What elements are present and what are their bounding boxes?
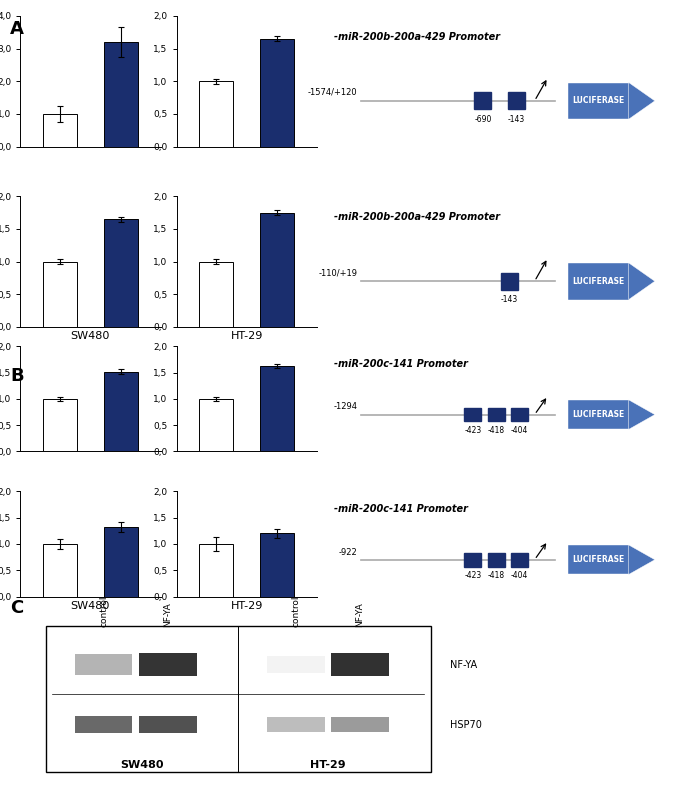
Polygon shape	[629, 400, 655, 430]
Text: control: control	[99, 596, 108, 627]
Bar	[488, 408, 504, 422]
Bar	[104, 219, 138, 327]
Text: -690: -690	[474, 114, 491, 124]
Text: LUCIFERASE: LUCIFERASE	[572, 96, 624, 106]
Text: C: C	[10, 599, 24, 618]
Bar	[261, 366, 294, 452]
Bar	[568, 263, 629, 299]
Text: NF-YA: NF-YA	[163, 603, 172, 627]
Bar	[104, 372, 138, 452]
Text: B: B	[10, 367, 24, 385]
Text: -418: -418	[487, 426, 505, 434]
Bar	[43, 399, 77, 452]
Bar	[104, 527, 138, 596]
Text: -110/+19: -110/+19	[319, 268, 358, 277]
Text: SW480: SW480	[120, 760, 164, 770]
Text: -143: -143	[508, 114, 525, 124]
Text: -miR-200b-200a-429 Promoter: -miR-200b-200a-429 Promoter	[334, 212, 500, 222]
Text: HT-29: HT-29	[310, 760, 346, 770]
Text: -miR-200b-200a-429 Promoter: -miR-200b-200a-429 Promoter	[334, 32, 500, 41]
Bar	[475, 92, 491, 110]
Text: -922: -922	[339, 548, 358, 557]
Bar	[501, 272, 518, 290]
Bar	[104, 42, 138, 147]
Bar	[331, 653, 389, 676]
Text: NF-YA: NF-YA	[356, 603, 365, 627]
Bar	[199, 81, 233, 147]
Bar	[43, 114, 77, 147]
Bar	[464, 408, 481, 422]
Text: -404: -404	[511, 426, 529, 434]
Bar	[464, 553, 481, 567]
Bar	[568, 400, 629, 430]
Polygon shape	[629, 545, 655, 574]
Text: control: control	[292, 596, 300, 627]
Text: LUCIFERASE: LUCIFERASE	[572, 410, 624, 419]
Text: HSP70: HSP70	[450, 719, 482, 730]
Text: LUCIFERASE: LUCIFERASE	[572, 555, 624, 565]
Bar	[267, 657, 325, 673]
Bar	[511, 408, 528, 422]
X-axis label: SW480: SW480	[71, 601, 110, 611]
Bar	[261, 39, 294, 147]
Bar	[261, 534, 294, 596]
Bar	[261, 213, 294, 327]
Bar	[199, 261, 233, 327]
Text: A: A	[10, 20, 24, 38]
Bar	[75, 715, 132, 734]
Text: -404: -404	[511, 571, 529, 580]
X-axis label: HT-29: HT-29	[230, 331, 263, 341]
Polygon shape	[629, 263, 655, 299]
Bar	[568, 545, 629, 574]
Bar	[511, 553, 528, 567]
Bar	[43, 544, 77, 596]
Text: -423: -423	[464, 426, 481, 434]
Text: -418: -418	[487, 571, 505, 580]
Bar	[43, 261, 77, 327]
Bar	[199, 544, 233, 596]
Text: -1294: -1294	[333, 403, 358, 411]
Bar	[199, 399, 233, 452]
Bar	[331, 717, 389, 732]
Polygon shape	[629, 83, 655, 119]
Text: -miR-200c-141 Promoter: -miR-200c-141 Promoter	[334, 359, 468, 369]
Bar	[46, 626, 431, 772]
Bar	[267, 717, 325, 732]
Bar	[488, 553, 504, 567]
Text: LUCIFERASE: LUCIFERASE	[572, 277, 624, 286]
Bar	[75, 654, 132, 675]
Bar	[508, 92, 524, 110]
Text: -143: -143	[501, 295, 518, 304]
Bar	[139, 653, 196, 676]
Bar	[568, 83, 629, 119]
Text: -miR-200c-141 Promoter: -miR-200c-141 Promoter	[334, 504, 468, 514]
Text: NF-YA: NF-YA	[450, 660, 477, 669]
Text: -1574/+120: -1574/+120	[308, 88, 358, 97]
Bar	[139, 715, 196, 734]
Text: -423: -423	[464, 571, 481, 580]
X-axis label: SW480: SW480	[71, 331, 110, 341]
X-axis label: HT-29: HT-29	[230, 601, 263, 611]
